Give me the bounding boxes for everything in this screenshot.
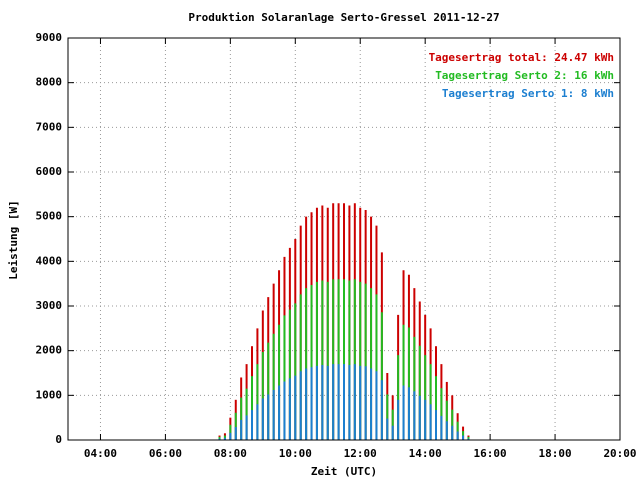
x-tick-label: 12:00 <box>344 447 377 460</box>
legend-entry: Tagesertrag Serto 1: 8 kWh <box>442 87 614 100</box>
y-tick-label: 5000 <box>36 210 63 223</box>
legend-entry: Tagesertrag total: 24.47 kWh <box>429 51 614 64</box>
x-tick-label: 06:00 <box>149 447 182 460</box>
y-tick-label: 1000 <box>36 388 63 401</box>
x-tick-label: 10:00 <box>279 447 312 460</box>
y-tick-label: 6000 <box>36 165 63 178</box>
y-tick-label: 8000 <box>36 76 63 89</box>
y-tick-label: 3000 <box>36 299 63 312</box>
y-tick-label: 0 <box>55 433 62 446</box>
x-tick-label: 08:00 <box>214 447 247 460</box>
x-tick-label: 18:00 <box>538 447 571 460</box>
y-tick-label: 4000 <box>36 254 63 267</box>
x-tick-label: 04:00 <box>84 447 117 460</box>
chart-title: Produktion Solaranlage Serto-Gressel 201… <box>188 11 499 24</box>
plot-frame <box>67 37 621 441</box>
y-tick-label: 7000 <box>36 120 63 133</box>
y-tick-label: 2000 <box>36 344 63 357</box>
x-tick-label: 14:00 <box>409 447 442 460</box>
y-tick-label: 9000 <box>36 31 63 44</box>
x-axis-label: Zeit (UTC) <box>311 465 377 478</box>
legend-entry: Tagesertrag Serto 2: 16 kWh <box>435 69 614 82</box>
x-tick-label: 20:00 <box>603 447 636 460</box>
x-tick-label: 16:00 <box>474 447 507 460</box>
y-axis-label: Leistung [W] <box>7 200 20 279</box>
